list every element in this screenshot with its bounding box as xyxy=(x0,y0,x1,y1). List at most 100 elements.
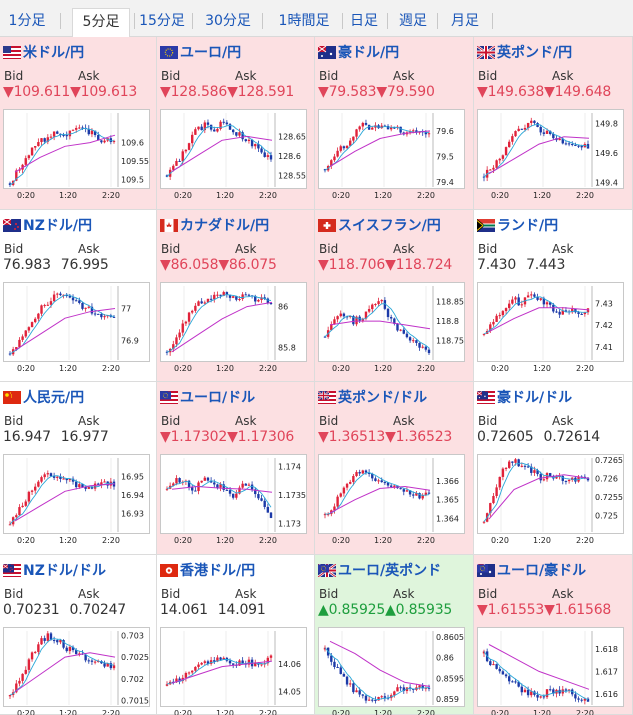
tab-6[interactable]: 日足 xyxy=(350,13,378,29)
ask-label: Ask xyxy=(235,242,257,256)
x-tick-label: 1:20 xyxy=(533,364,551,373)
tab-4[interactable]: 30分足 xyxy=(205,13,251,29)
mini-chart[interactable]: 0.8605 0.86 0.8595 0.859 xyxy=(318,627,465,707)
tab-2[interactable]: 5分足 xyxy=(72,8,130,38)
candle-body xyxy=(40,638,43,645)
candle-body xyxy=(352,316,355,325)
mini-chart[interactable]: 7.43 7.42 7.41 xyxy=(477,282,624,362)
mini-chart[interactable]: 16.95 16.94 16.93 xyxy=(3,454,150,534)
candle-body xyxy=(78,300,81,303)
candle-body xyxy=(358,126,361,130)
candle-body xyxy=(511,299,514,304)
candle-body xyxy=(352,683,355,693)
candle-body xyxy=(349,683,352,685)
tab-5[interactable]: 1時間足 xyxy=(278,13,330,29)
candle-body xyxy=(228,490,232,494)
candle-body xyxy=(93,130,97,136)
candle-body xyxy=(222,292,225,296)
pair-link[interactable]: スイスフラン/円 xyxy=(318,215,441,235)
mini-chart[interactable]: 77 76.9 xyxy=(3,282,150,362)
bid-label: Bid xyxy=(319,587,339,601)
candle-body xyxy=(482,521,486,523)
pair-link[interactable]: ユーロ/ドル xyxy=(160,387,255,407)
za-flag-icon xyxy=(477,218,495,232)
tab-7[interactable]: 週足 xyxy=(399,13,427,29)
bid-label: Bid xyxy=(4,587,24,601)
candle-body xyxy=(231,129,235,133)
x-tick-label: 1:20 xyxy=(533,709,551,715)
candle-body xyxy=(30,490,34,492)
candle-body xyxy=(336,316,339,320)
candle-body xyxy=(165,684,169,686)
ask-label: Ask xyxy=(393,587,415,601)
candle-body xyxy=(52,640,56,642)
candle-body xyxy=(517,297,520,306)
candle-body xyxy=(330,655,333,662)
pair-link[interactable]: 人民元/円 xyxy=(3,387,84,407)
pair-link[interactable]: NZドル/ドル xyxy=(3,560,106,580)
y-tick-label: 1.173 xyxy=(278,519,301,528)
mini-chart[interactable]: 0.703 0.7025 0.702 0.7015 xyxy=(3,627,150,707)
tab-8[interactable]: 月足 xyxy=(451,13,479,29)
chart-svg: 0.703 0.7025 0.702 0.7015 xyxy=(8,631,149,706)
tab-3[interactable]: 15分足 xyxy=(139,13,185,29)
tab-separator xyxy=(192,13,193,29)
pair-link[interactable]: ユーロ/豪ドル xyxy=(477,560,586,580)
candle-body xyxy=(194,129,197,135)
pair-link[interactable]: 米ドル/円 xyxy=(3,42,84,62)
moving-average-slow xyxy=(329,320,431,330)
x-tick-label: 2:20 xyxy=(417,536,435,545)
candle-body xyxy=(56,640,59,643)
candle-body xyxy=(8,524,12,526)
pair-link[interactable]: 豪ドル/円 xyxy=(318,42,399,62)
mini-chart[interactable]: 14.06 14.05 xyxy=(160,627,307,707)
candle-body xyxy=(65,294,68,297)
y-tick-label: 109.55 xyxy=(121,157,149,166)
pair-link[interactable]: 英ポンド/円 xyxy=(477,42,572,62)
mini-chart[interactable]: 109.6 109.55 109.5 xyxy=(3,109,150,189)
bid-label: Bid xyxy=(4,414,24,428)
candle-body xyxy=(418,342,421,348)
candle-body xyxy=(175,678,178,683)
y-tick-label: 109.5 xyxy=(121,176,144,185)
x-tick-label: 1:20 xyxy=(59,709,77,715)
gb-flag-icon xyxy=(477,45,495,59)
pair-link[interactable]: ユーロ/英ポンド xyxy=(318,560,441,580)
pair-link[interactable]: 香港ドル/円 xyxy=(160,560,255,580)
bid-label: Bid xyxy=(161,587,181,601)
mini-chart[interactable]: 1.366 1.365 1.364 xyxy=(318,454,465,534)
candle-body xyxy=(65,478,68,481)
pair-link[interactable]: 英ポンド/ドル xyxy=(318,387,427,407)
tab-1[interactable]: 1分足 xyxy=(8,13,46,29)
candle-body xyxy=(367,472,371,474)
x-tick-label: 0:20 xyxy=(17,364,35,373)
pair-link[interactable]: NZドル/円 xyxy=(3,215,92,235)
candle-body xyxy=(209,124,213,130)
pair-link[interactable]: カナダドル/円 xyxy=(160,215,269,235)
moving-average-slow xyxy=(171,135,273,172)
candle-body xyxy=(21,336,24,340)
x-tick-label: 0:20 xyxy=(174,364,192,373)
mini-chart[interactable]: 149.8 149.6 149.4 xyxy=(477,109,624,189)
candle-body xyxy=(257,494,260,499)
ask-label: Ask xyxy=(393,242,415,256)
mini-chart[interactable]: 1.618 1.617 1.616 xyxy=(477,627,624,707)
mini-chart[interactable]: 86 85.8 xyxy=(160,282,307,362)
mini-chart[interactable]: 118.85 118.8 118.75 xyxy=(318,282,465,362)
mini-chart[interactable]: 0.7265 0.726 0.7255 0.725 xyxy=(477,454,624,534)
candle-body xyxy=(508,676,511,682)
y-tick-label: 0.86 xyxy=(436,654,454,663)
mini-chart[interactable]: 79.6 79.5 79.4 xyxy=(318,109,465,189)
pair-link[interactable]: ランド/円 xyxy=(477,215,558,235)
pair-link[interactable]: ユーロ/円 xyxy=(160,42,241,62)
candle-body xyxy=(191,487,194,491)
mini-chart[interactable]: 128.65 128.6 128.55 xyxy=(160,109,307,189)
pair-link[interactable]: 豪ドル/ドル xyxy=(477,387,572,407)
y-tick-label: 149.4 xyxy=(595,179,618,188)
moving-average-slow xyxy=(14,652,116,693)
candle-body xyxy=(62,478,65,480)
mini-chart[interactable]: 1.174 1.1735 1.173 xyxy=(160,454,307,534)
candle-body xyxy=(175,160,178,166)
candle-body xyxy=(492,496,495,504)
price-row: 7.430 7.443 xyxy=(477,257,565,273)
